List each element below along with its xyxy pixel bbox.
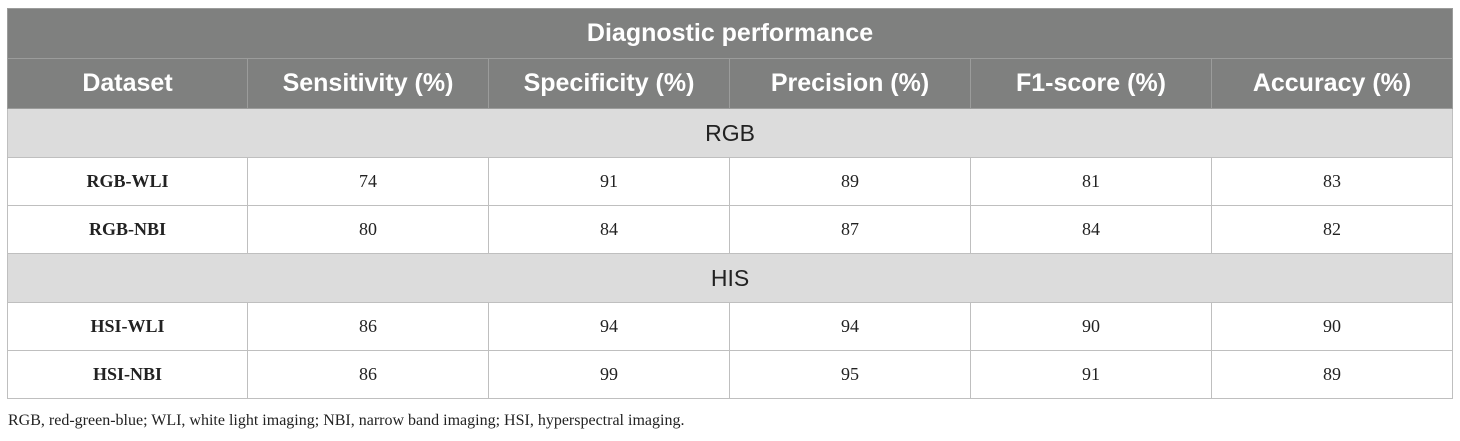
table-row: HSI-NBI 86 99 95 91 89 — [7, 350, 1454, 399]
column-header-row: Dataset Sensitivity (%) Specificity (%) … — [7, 58, 1454, 109]
specificity-cell: 94 — [488, 302, 730, 351]
accuracy-cell: 89 — [1210, 350, 1454, 399]
row-label: HSI-WLI — [7, 302, 248, 351]
row-label: HSI-NBI — [7, 350, 248, 399]
diagnostic-performance-table: Diagnostic performance Dataset Sensitivi… — [6, 8, 1454, 399]
table-footnote: RGB, red-green-blue; WLI, white light im… — [8, 412, 685, 429]
column-header-sensitivity: Sensitivity (%) — [247, 58, 489, 109]
accuracy-cell: 82 — [1210, 205, 1454, 254]
f1-score-cell: 84 — [970, 205, 1212, 254]
sensitivity-cell: 86 — [247, 350, 489, 399]
group-label: RGB — [6, 108, 1454, 158]
table-row: HSI-WLI 86 94 94 90 90 — [7, 302, 1454, 351]
sensitivity-cell: 74 — [247, 157, 489, 206]
table-row: RGB-NBI 80 84 87 84 82 — [7, 205, 1454, 254]
f1-score-cell: 81 — [970, 157, 1212, 206]
performance-table-container: Diagnostic performance Dataset Sensitivi… — [6, 8, 1454, 399]
specificity-cell: 99 — [488, 350, 730, 399]
column-header-dataset: Dataset — [7, 58, 248, 109]
sensitivity-cell: 86 — [247, 302, 489, 351]
row-label: RGB-WLI — [7, 157, 248, 206]
column-header-f1-score: F1-score (%) — [970, 58, 1212, 109]
sensitivity-cell: 80 — [247, 205, 489, 254]
f1-score-cell: 91 — [970, 350, 1212, 399]
f1-score-cell: 90 — [970, 302, 1212, 351]
accuracy-cell: 90 — [1210, 302, 1454, 351]
group-row-rgb: RGB — [6, 108, 1454, 158]
precision-cell: 95 — [729, 350, 971, 399]
specificity-cell: 91 — [488, 157, 730, 206]
accuracy-cell: 83 — [1210, 157, 1454, 206]
row-label: RGB-NBI — [7, 205, 248, 254]
precision-cell: 94 — [729, 302, 971, 351]
table-row: RGB-WLI 74 91 89 81 83 — [7, 157, 1454, 206]
table-title: Diagnostic performance — [6, 8, 1454, 59]
precision-cell: 87 — [729, 205, 971, 254]
table-title-row: Diagnostic performance — [6, 8, 1454, 59]
specificity-cell: 84 — [488, 205, 730, 254]
group-row-his: HIS — [6, 253, 1454, 303]
column-header-precision: Precision (%) — [729, 58, 971, 109]
column-header-accuracy: Accuracy (%) — [1210, 58, 1454, 109]
precision-cell: 89 — [729, 157, 971, 206]
column-header-specificity: Specificity (%) — [488, 58, 730, 109]
group-label: HIS — [6, 253, 1454, 303]
